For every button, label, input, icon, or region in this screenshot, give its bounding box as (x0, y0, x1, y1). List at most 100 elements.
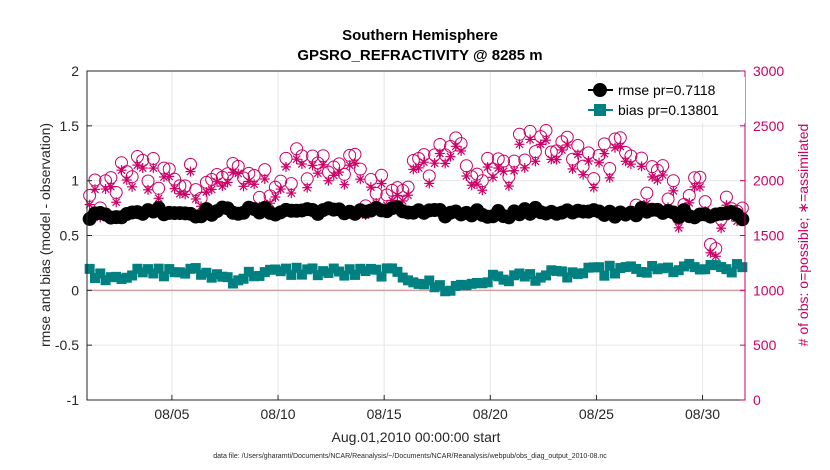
asterisk-stroke-3 (717, 224, 726, 233)
bias-series (84, 258, 748, 297)
bias-point-29 (238, 273, 249, 284)
obs-assimilated-point-17 (174, 188, 185, 199)
bias-point-24 (212, 269, 223, 280)
asterisk-stroke-3 (441, 159, 450, 168)
obs-assimilated-point-70 (456, 145, 467, 156)
bias-point-91 (567, 267, 578, 278)
bias-point-47 (334, 266, 345, 277)
bias-point-6 (116, 273, 127, 284)
bias-point-66 (434, 280, 445, 291)
asterisk-stroke-3 (478, 186, 487, 195)
bias-point-83 (525, 269, 536, 280)
asterisk-stroke-3 (319, 160, 328, 169)
legend-rmse-label: rmse pr=0.7118 (618, 82, 716, 98)
obs-assimilated-point-98 (604, 172, 615, 183)
asterisk-stroke-3 (106, 182, 115, 191)
asterisk-stroke-3 (446, 152, 455, 161)
legend-box (583, 77, 745, 123)
legend-bias-marker (594, 104, 606, 116)
asterisk-stroke-3 (616, 142, 625, 151)
obs-assimilated-point-81 (514, 139, 525, 150)
bias-point-2 (95, 268, 106, 279)
bias-point-27 (227, 278, 238, 289)
y-tick-label-5: 1.5 (60, 118, 80, 134)
asterisk-stroke-3 (531, 157, 540, 166)
bias-point-84 (530, 275, 541, 286)
obs-assimilated-point-20 (190, 193, 201, 204)
obs-assimilated-point-38 (286, 188, 297, 199)
asterisk-stroke-3 (600, 149, 609, 158)
obs-assimilated-point-55 (376, 178, 387, 189)
bias-point-50 (349, 269, 360, 280)
y2-tick-label-1: 500 (753, 337, 777, 353)
asterisk-stroke-3 (711, 252, 720, 261)
asterisk-stroke-3 (526, 135, 535, 144)
bias-point-74 (477, 278, 488, 289)
y2-tick-label-2: 1000 (753, 282, 784, 298)
bias-point-0 (84, 263, 95, 274)
obs-assimilated-point-110 (668, 185, 679, 196)
legend-rmse-marker (593, 83, 607, 97)
obs-assimilated-point-94 (583, 156, 594, 167)
obs-assimilated-point-23 (206, 184, 217, 195)
obs-assimilated-point-24 (212, 176, 223, 187)
bias-point-88 (551, 265, 562, 276)
y-axis-label: rmse and bias (model - observation) (37, 123, 53, 347)
asterisk-stroke-3 (467, 181, 476, 190)
obs-assimilated-point-77 (493, 163, 504, 174)
asterisk-stroke-3 (128, 182, 137, 191)
obs-assimilated-point-108 (657, 170, 668, 181)
bias-point-5 (111, 271, 122, 282)
x-tick-label-2: 08/15 (367, 406, 402, 422)
y2-tick-label-4: 2000 (753, 173, 784, 189)
asterisk-stroke-3 (207, 185, 216, 194)
bias-point-26 (222, 272, 233, 283)
bias-point-116 (700, 264, 711, 275)
bias-point-14 (158, 271, 169, 282)
bias-point-114 (689, 262, 700, 273)
y-tick-label-3: 0.5 (60, 228, 80, 244)
asterisk-stroke-3 (329, 171, 338, 180)
asterisk-stroke-3 (271, 192, 280, 202)
bias-point-86 (541, 270, 552, 281)
asterisk-stroke-3 (499, 167, 508, 176)
obs-assimilated-point-67 (440, 158, 451, 169)
y-tick-label-4: 1 (71, 173, 79, 189)
bias-point-82 (519, 271, 530, 282)
asterisk-stroke-3 (658, 170, 667, 180)
asterisk-stroke-3 (154, 194, 163, 203)
bias-point-7 (121, 272, 132, 283)
asterisk-stroke-3 (573, 150, 582, 159)
bias-point-107 (652, 264, 663, 275)
asterisk-stroke-3 (143, 185, 153, 194)
obs-assimilated-point-61 (408, 164, 419, 175)
bias-point-46 (328, 263, 339, 274)
asterisk-stroke-3 (149, 164, 158, 173)
obs-assimilated-point-119 (716, 223, 727, 234)
obs-assimilated-point-53 (365, 182, 376, 193)
bias-point-92 (572, 268, 583, 279)
bias-point-17 (174, 267, 185, 278)
asterisk-stroke-3 (313, 169, 322, 178)
asterisk-stroke-3 (584, 157, 593, 166)
asterisk-stroke-3 (250, 180, 259, 189)
bias-point-35 (270, 264, 281, 275)
legend: rmse pr=0.7118 bias pr=0.13801 (583, 77, 745, 123)
bias-point-12 (148, 268, 159, 279)
asterisk-stroke-3 (494, 164, 503, 173)
obs-assimilated-point-64 (424, 178, 435, 189)
asterisk-stroke-3 (181, 190, 190, 199)
obs-assimilated-point-84 (530, 156, 541, 167)
bias-point-49 (344, 264, 355, 275)
obs-assimilated-point-96 (594, 157, 605, 168)
bias-point-56 (381, 263, 392, 274)
bias-point-110 (668, 267, 679, 278)
y2-tick-label-6: 3000 (753, 63, 784, 79)
x-tick-label-4: 08/25 (579, 406, 614, 422)
bias-point-71 (461, 280, 472, 291)
obs-assimilated-point-12 (148, 163, 159, 174)
rmse-point-123 (735, 212, 750, 227)
bias-point-68 (445, 285, 456, 296)
bias-point-4 (105, 272, 116, 283)
